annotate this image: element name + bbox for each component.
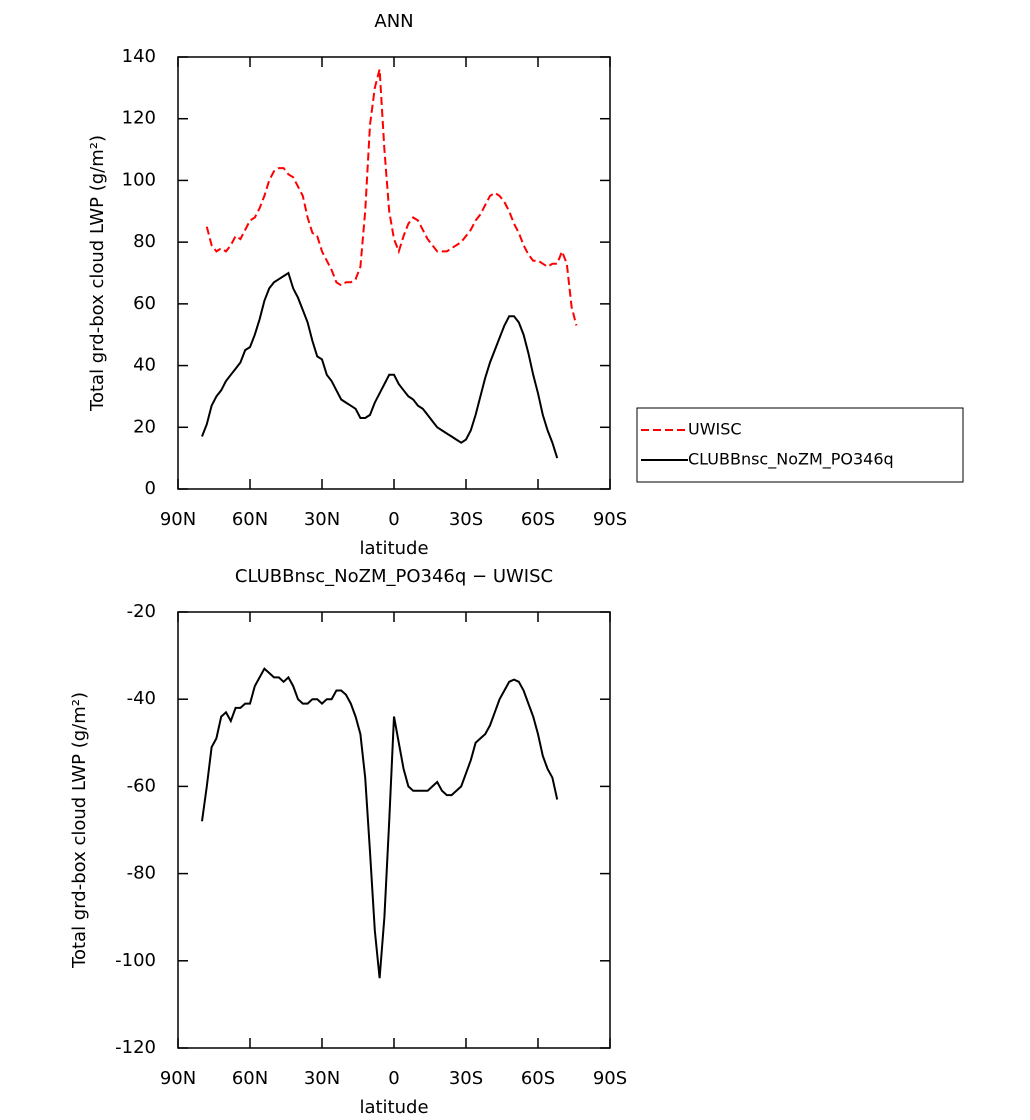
data-line <box>205 69 578 326</box>
y-tick-label: -20 <box>127 601 156 622</box>
y-tick-label: 120 <box>122 108 156 129</box>
y-axis-label: Total grd-box cloud LWP (g/m²) <box>69 692 90 969</box>
x-tick-label: 60N <box>232 509 268 530</box>
y-tick-label: 40 <box>133 355 156 376</box>
x-tick-label: 30N <box>304 509 340 530</box>
x-axis-label: latitude <box>359 538 428 559</box>
chart-title: ANN <box>374 11 413 32</box>
y-tick-label: 80 <box>133 231 156 252</box>
data-line <box>201 667 559 979</box>
legend-label: CLUBBnsc_NoZM_PO346q <box>688 450 894 470</box>
plot-frame <box>177 611 611 1049</box>
y-tick-label: -40 <box>127 688 156 709</box>
y-axis-label: Total grd-box cloud LWP (g/m²) <box>87 135 108 412</box>
y-tick-label: 20 <box>133 416 156 437</box>
x-tick-label: 60S <box>521 509 555 530</box>
x-tick-label: 30N <box>304 1068 340 1089</box>
legend-label: UWISC <box>688 420 742 439</box>
legend-box <box>636 407 964 483</box>
y-tick-label: -80 <box>127 863 156 884</box>
x-tick-label: 0 <box>388 509 399 530</box>
x-tick-label: 90S <box>593 509 627 530</box>
y-tick-label: -100 <box>115 950 156 971</box>
x-tick-label: 0 <box>388 1068 399 1089</box>
x-tick-label: 90N <box>160 509 196 530</box>
x-axis-label: latitude <box>359 1097 428 1118</box>
x-tick-label: 90S <box>593 1068 627 1089</box>
x-tick-label: 30S <box>449 1068 483 1089</box>
y-tick-label: -120 <box>115 1037 156 1058</box>
data-line <box>201 271 559 459</box>
x-tick-label: 90N <box>160 1068 196 1089</box>
y-tick-label: 140 <box>122 46 156 67</box>
y-tick-label: 60 <box>133 293 156 314</box>
chart-title: CLUBBnsc_NoZM_PO346q − UWISC <box>235 566 553 587</box>
y-tick-label: 0 <box>145 478 156 499</box>
x-tick-label: 30S <box>449 509 483 530</box>
y-tick-label: 100 <box>122 169 156 190</box>
y-tick-label: -60 <box>127 775 156 796</box>
x-tick-label: 60S <box>521 1068 555 1089</box>
x-tick-label: 60N <box>232 1068 268 1089</box>
